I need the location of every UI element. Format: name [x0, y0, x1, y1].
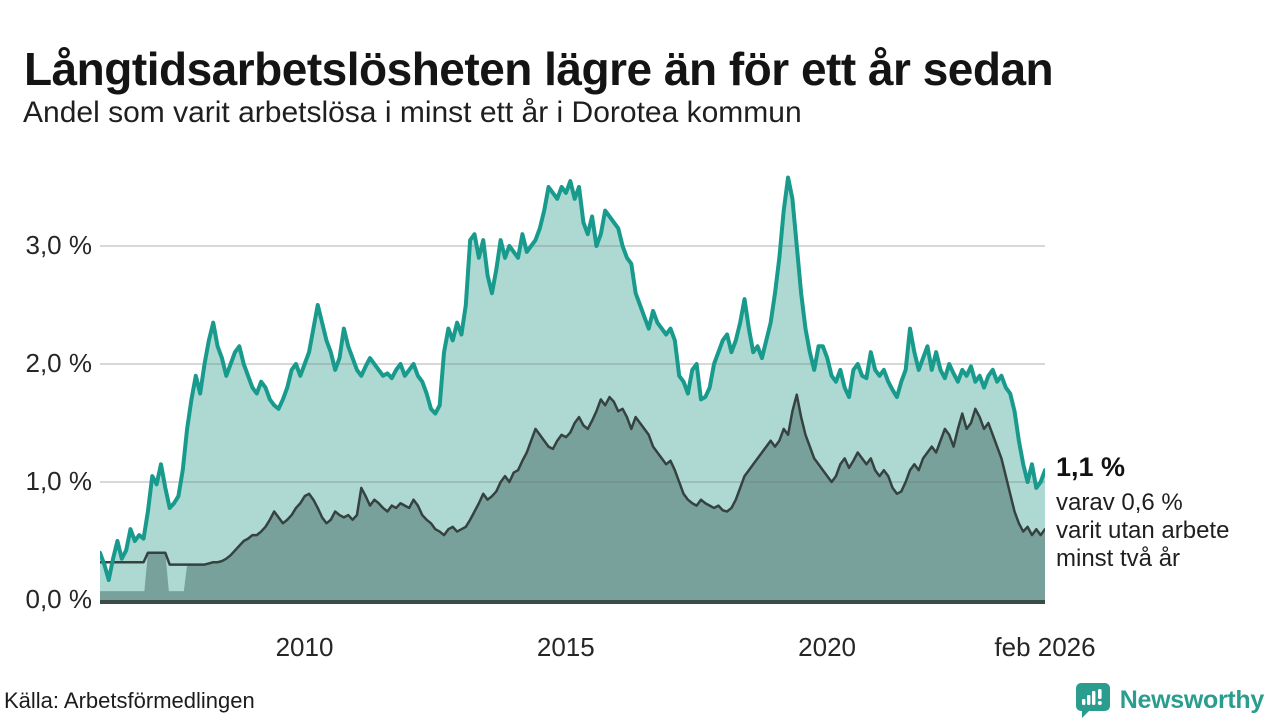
- end-value-note: varav 0,6 % varit utan arbete minst två …: [1056, 489, 1229, 573]
- x-tick-label-2020: 2020: [798, 632, 857, 662]
- y-tick-label-2: 2,0 %: [25, 348, 93, 378]
- y-tick-label-0: 0,0 %: [25, 584, 93, 614]
- note-line-1: varav 0,6 %: [1056, 489, 1183, 516]
- y-tick-label-1: 1,0 %: [25, 466, 93, 496]
- note-line-3: minst två år: [1056, 545, 1181, 572]
- y-tick-label-3: 3,0 %: [25, 230, 93, 260]
- x-tick-label-2015: 2015: [536, 632, 595, 662]
- end-value-label: 1,1 %: [1056, 452, 1126, 482]
- page-subtitle: Andel som varit arbetslösa i minst ett å…: [23, 96, 802, 129]
- x-tick-label-feb-2026: feb 2026: [994, 632, 1096, 662]
- chart-plot-area: [100, 164, 1045, 604]
- x-tick-label-2010: 2010: [275, 632, 334, 662]
- area-chart: [100, 175, 1045, 604]
- page-title: Långtidsarbetslösheten lägre än för ett …: [24, 42, 1054, 95]
- source-credit: Källa: Arbetsförmedlingen: [4, 688, 255, 713]
- note-line-2: varit utan arbete: [1056, 517, 1230, 544]
- logo-wordmark: Newsworthy: [1119, 686, 1265, 714]
- newsworthy-logo: Newsworthy: [1075, 682, 1264, 719]
- newsworthy-bubble-chart-icon: [1075, 682, 1111, 719]
